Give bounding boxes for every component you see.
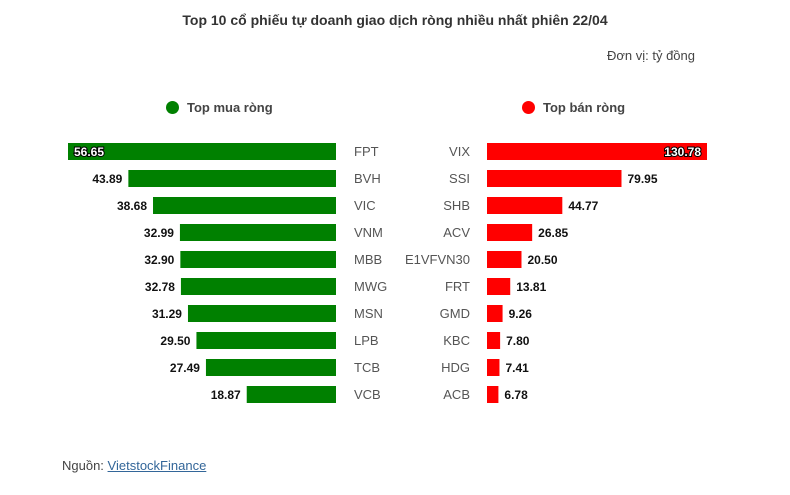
buy-value-label: 27.49	[170, 361, 200, 375]
buy-bar-FPT	[68, 143, 336, 160]
buy-value-label: 29.50	[160, 334, 190, 348]
sell-value-label: 7.80	[506, 334, 530, 348]
sell-value-label: 26.85	[538, 226, 568, 240]
sell-category-label: GMD	[440, 306, 470, 321]
sell-bar-ACV	[487, 224, 533, 241]
legend-buy-marker	[166, 101, 179, 114]
buy-bar-BVH	[128, 170, 336, 187]
buy-category-label: VCB	[354, 387, 381, 402]
buy-category-label: MWG	[354, 279, 387, 294]
buy-value-label: 38.68	[117, 199, 147, 213]
sell-category-label: FRT	[445, 279, 470, 294]
sell-bar-ACB	[487, 386, 499, 403]
sell-value-label: 7.41	[505, 361, 529, 375]
legend-sell-label: Top bán ròng	[543, 100, 626, 115]
sell-bar-HDG	[487, 359, 500, 376]
sell-category-label: KBC	[443, 333, 470, 348]
buy-category-label: VIC	[354, 198, 376, 213]
sell-category-label: ACB	[443, 387, 470, 402]
sell-bar-KBC	[487, 332, 501, 349]
chart-title: Top 10 cổ phiếu tự doanh giao dịch ròng …	[182, 12, 608, 28]
source-note: Nguồn: VietstockFinance	[62, 458, 206, 473]
sell-category-label: HDG	[441, 360, 470, 375]
sell-bar-GMD	[487, 305, 503, 322]
sell-bar-E1VFVN30	[487, 251, 522, 268]
buy-bar-VIC	[153, 197, 336, 214]
buy-category-label: VNM	[354, 225, 383, 240]
buy-bar-VCB	[246, 386, 336, 403]
buy-value-label: 56.65	[74, 145, 104, 159]
buy-bar-MWG	[180, 278, 336, 295]
sell-value-label: 6.78	[504, 388, 528, 402]
sell-category-label: SHB	[443, 198, 470, 213]
sell-value-label: 130.78	[664, 145, 701, 159]
sell-category-label: VIX	[449, 144, 470, 159]
buy-category-label: FPT	[354, 144, 379, 159]
buy-category-label: MBB	[354, 252, 382, 267]
legend-sell: Top bán ròng	[522, 100, 625, 115]
sell-bar-VIX	[487, 143, 707, 160]
sell-value-label: 9.26	[509, 307, 533, 321]
buy-value-label: 43.89	[92, 172, 122, 186]
sell-value-label: 79.95	[627, 172, 657, 186]
buy-bar-TCB	[205, 359, 336, 376]
buy-bar-MSN	[187, 305, 336, 322]
sell-value-label: 13.81	[516, 280, 546, 294]
sell-value-label: 20.50	[527, 253, 557, 267]
sell-bar-FRT	[487, 278, 511, 295]
legend-buy-label: Top mua ròng	[187, 100, 273, 115]
sell-value-label: 44.77	[568, 199, 598, 213]
sell-bar-SHB	[487, 197, 563, 214]
sell-category-label: ACV	[443, 225, 470, 240]
buy-bar-LPB	[196, 332, 336, 349]
sell-category-label: E1VFVN30	[405, 252, 470, 267]
buy-value-label: 32.90	[144, 253, 174, 267]
buy-value-label: 18.87	[211, 388, 241, 402]
buy-category-label: TCB	[354, 360, 380, 375]
sell-category-label: SSI	[449, 171, 470, 186]
buy-value-label: 31.29	[152, 307, 182, 321]
legend-sell-marker	[522, 101, 535, 114]
buy-bar-MBB	[180, 251, 336, 268]
buy-category-label: BVH	[354, 171, 381, 186]
source-link[interactable]: VietstockFinance	[107, 458, 207, 473]
buy-bar-VNM	[179, 224, 336, 241]
legend-buy: Top mua ròng	[166, 100, 273, 115]
buy-category-label: LPB	[354, 333, 379, 348]
buy-value-label: 32.99	[144, 226, 174, 240]
buy-value-label: 32.78	[145, 280, 175, 294]
unit-label: Đơn vị: tỷ đồng	[606, 48, 695, 63]
source-prefix: Nguồn:	[62, 458, 108, 473]
buy-category-label: MSN	[354, 306, 383, 321]
sell-bar-SSI	[487, 170, 622, 187]
